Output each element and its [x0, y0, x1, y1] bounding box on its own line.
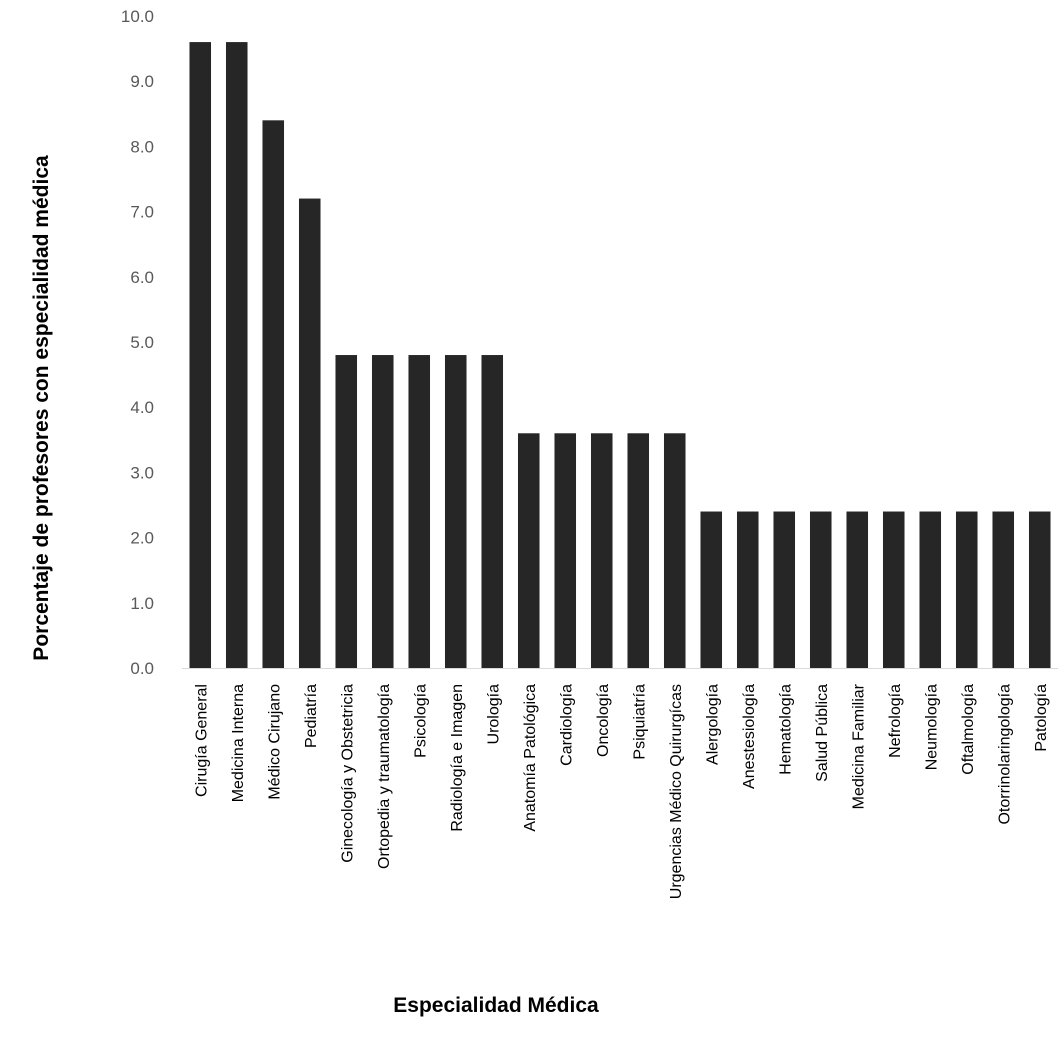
x-category-label: Hematología: [777, 684, 794, 775]
y-axis-title: Porcentaje de profesores con especialida…: [30, 155, 53, 661]
x-category-label: Oftalmología: [960, 684, 977, 775]
x-category-label: Nefrología: [887, 684, 904, 758]
x-axis-category-labels: Cirugía General Medicina Interna Médico Ci…: [193, 683, 1050, 899]
x-category-label: Cirugía General: [193, 684, 210, 797]
bar: [371, 355, 394, 668]
x-category-label: Medicina Interna: [230, 684, 247, 802]
bar: [517, 433, 540, 668]
y-tick-label: 7.0: [130, 203, 154, 222]
y-tick-label: 1.0: [130, 594, 154, 613]
bar: [773, 511, 796, 668]
x-category-label: Otorrinolaringología: [996, 684, 1013, 825]
bar: [590, 433, 613, 668]
bar: [189, 42, 212, 668]
bar: [262, 120, 285, 668]
bar: [663, 433, 686, 668]
y-tick-label: 10.0: [121, 7, 154, 26]
x-category-label: Salud Pública: [814, 684, 831, 782]
y-tick-label: 6.0: [130, 268, 154, 287]
y-tick-label: 5.0: [130, 333, 154, 352]
bar: [882, 511, 905, 668]
x-category-label: Pediatría: [303, 684, 320, 748]
y-tick-label: 8.0: [130, 137, 154, 156]
x-category-label: Ginecología y Obstetricia: [339, 684, 356, 863]
x-category-label: Ortopedia y traumatología: [376, 684, 393, 869]
y-axis-ticks: 0.0 1.0 2.0 3.0 4.0 5.0 6.0 7.0 8.0 9.0 10.0: [121, 7, 154, 678]
x-category-label: Oncología: [595, 684, 612, 757]
bar: [627, 433, 650, 668]
bar: [225, 42, 248, 668]
x-category-label: Alergología: [704, 684, 721, 765]
x-category-label: Psiquiatría: [631, 684, 648, 760]
bar: [736, 511, 759, 668]
bar: [481, 355, 504, 668]
x-category-label: Urología: [485, 684, 502, 745]
y-tick-label: 3.0: [130, 463, 154, 482]
x-category-label: Médico Cirujano: [266, 684, 283, 800]
x-category-label: Psicología: [412, 684, 429, 758]
x-category-label: Medicina Familiar: [850, 683, 867, 809]
x-category-label: Anatomía Patológica: [522, 684, 539, 832]
bar: [700, 511, 723, 668]
y-tick-label: 9.0: [130, 72, 154, 91]
x-axis-title: Especialidad Médica: [393, 994, 599, 1017]
bar: [919, 511, 942, 668]
bar: [335, 355, 358, 668]
y-tick-label: 0.0: [130, 659, 154, 678]
x-category-label: Anestesiología: [741, 684, 758, 789]
bar: [1028, 511, 1051, 668]
x-category-label: Patología: [1033, 684, 1050, 752]
x-category-label: Neumología: [923, 684, 940, 770]
y-tick-label: 4.0: [130, 398, 154, 417]
y-tick-label: 2.0: [130, 529, 154, 548]
bar: [992, 511, 1015, 668]
x-category-label: Cardiología: [558, 684, 575, 766]
bar: [809, 511, 832, 668]
bar: [846, 511, 869, 668]
bar: [408, 355, 431, 668]
bar: [444, 355, 467, 668]
bars: [189, 42, 1051, 668]
x-category-label: Radiología e Imagen: [449, 684, 466, 832]
bar: [554, 433, 577, 668]
bar: [955, 511, 978, 668]
x-category-label: Urgencias Médico Quirurgícas: [668, 684, 685, 899]
bar: [298, 198, 321, 668]
